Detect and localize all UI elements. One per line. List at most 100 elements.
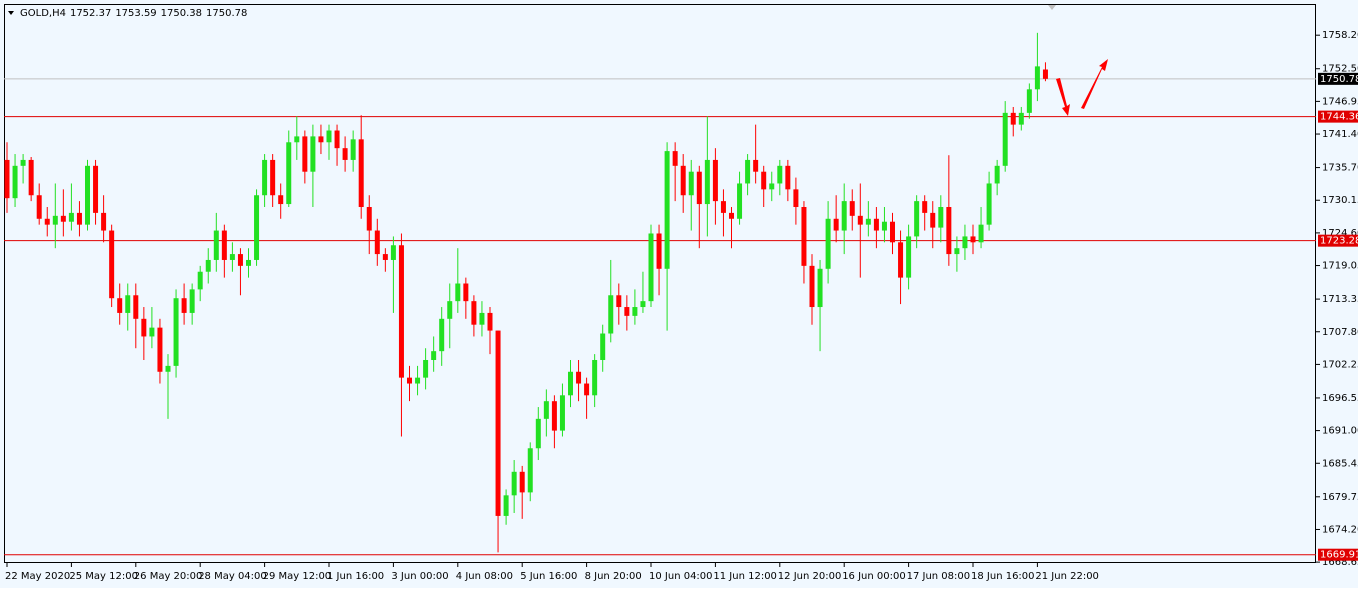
candle-body bbox=[994, 165, 1000, 184]
x-tick-label: 18 Jun 16:00 bbox=[971, 571, 1035, 582]
candle-body bbox=[125, 295, 131, 313]
candle-body bbox=[1026, 89, 1032, 113]
candle-body bbox=[246, 259, 251, 266]
candle-body bbox=[12, 165, 18, 199]
candle-body bbox=[101, 212, 107, 231]
candle-body bbox=[278, 195, 284, 205]
candle-body bbox=[213, 230, 219, 260]
candle-body bbox=[350, 139, 356, 160]
candle-body bbox=[326, 130, 332, 143]
candle-body bbox=[68, 212, 74, 222]
candle-body bbox=[181, 298, 187, 313]
candle-body bbox=[930, 212, 936, 228]
price-label-box bbox=[1318, 110, 1358, 123]
candle-body bbox=[729, 212, 734, 219]
candle-body bbox=[576, 371, 582, 384]
x-tick-label: 1 Jun 16:00 bbox=[327, 571, 384, 582]
y-tick-label: 1685.45 bbox=[1322, 458, 1358, 469]
candle-body bbox=[342, 148, 348, 160]
ohlc-value: 1750.38 bbox=[161, 8, 202, 19]
candle-body bbox=[906, 236, 912, 278]
candle-body bbox=[712, 159, 718, 202]
candle-body bbox=[962, 236, 968, 249]
candle-body bbox=[624, 307, 630, 316]
y-tick-label: 1735.70 bbox=[1322, 163, 1358, 174]
x-tick-label: 10 Jun 04:00 bbox=[649, 571, 713, 582]
candle-body bbox=[914, 201, 920, 237]
candle-body bbox=[898, 242, 904, 278]
price-label: 1744.36 bbox=[1320, 112, 1358, 123]
candle-body bbox=[1010, 112, 1016, 125]
candle-body bbox=[310, 136, 316, 172]
candle-body bbox=[527, 448, 533, 493]
ohlc-value: 1753.59 bbox=[115, 8, 156, 19]
candle-body bbox=[600, 333, 606, 360]
x-tick-label: 4 Jun 08:00 bbox=[456, 571, 513, 582]
candle-body bbox=[568, 371, 573, 396]
plot-frame bbox=[4, 4, 1316, 563]
symbol: GOLD,H4 bbox=[20, 8, 66, 19]
y-tick-label: 1741.40 bbox=[1322, 129, 1358, 140]
x-tick-label: 29 May 12:00 bbox=[263, 571, 332, 582]
y-tick-label: 1707.80 bbox=[1322, 327, 1358, 338]
candle-body bbox=[672, 151, 678, 166]
candle-body bbox=[205, 259, 211, 272]
candle-body bbox=[109, 230, 115, 299]
candle-body bbox=[52, 215, 58, 225]
x-tick-label: 16 Jun 00:00 bbox=[842, 571, 906, 582]
candle-body bbox=[254, 195, 260, 260]
candle-body bbox=[157, 327, 163, 372]
ohlc-value: 1750.78 bbox=[206, 8, 247, 19]
candle-body bbox=[36, 195, 42, 219]
candle-body bbox=[696, 171, 702, 205]
symbol-info: GOLD,H4 1752.37 1753.59 1750.38 1750.78 bbox=[20, 8, 247, 19]
candle-body bbox=[270, 159, 276, 196]
candle-body bbox=[76, 212, 82, 225]
annotation-arrow-down bbox=[1056, 78, 1070, 116]
candle-body bbox=[688, 171, 694, 196]
candle-body bbox=[471, 301, 477, 325]
candle-body bbox=[447, 301, 453, 319]
candle-body bbox=[398, 245, 404, 378]
candle-body bbox=[841, 201, 847, 231]
y-tick-label: 1679.75 bbox=[1322, 492, 1358, 503]
candle-body bbox=[592, 359, 598, 396]
candle-body bbox=[543, 401, 549, 419]
y-tick-label: 1719.05 bbox=[1322, 261, 1358, 272]
candle-body bbox=[431, 351, 437, 360]
candle-body bbox=[149, 327, 155, 337]
candle-body bbox=[881, 221, 887, 231]
y-tick-label: 1752.50 bbox=[1322, 64, 1358, 75]
candle-body bbox=[535, 418, 541, 449]
y-tick-label: 1702.25 bbox=[1322, 359, 1358, 370]
candle-body bbox=[117, 298, 123, 313]
y-tick-label: 1713.35 bbox=[1322, 294, 1358, 305]
candle-body bbox=[873, 218, 879, 231]
candle-body bbox=[302, 136, 308, 172]
x-tick-label: 25 May 12:00 bbox=[69, 571, 138, 582]
candle-body bbox=[44, 218, 50, 225]
candle-body bbox=[849, 201, 855, 216]
candle-body bbox=[423, 359, 429, 378]
candle-body bbox=[28, 159, 34, 196]
candle-body bbox=[189, 289, 195, 313]
price-label: 1750.78 bbox=[1320, 74, 1358, 85]
symbol-menu bbox=[8, 11, 14, 15]
candle-body bbox=[737, 183, 743, 219]
candle-body bbox=[809, 265, 815, 308]
candle-body bbox=[237, 254, 243, 266]
candle-body bbox=[922, 201, 928, 213]
candle-body bbox=[938, 207, 944, 228]
candle-body bbox=[415, 377, 421, 384]
candle-body bbox=[857, 215, 863, 225]
annotation-arrow-up bbox=[1081, 59, 1108, 109]
candle-body bbox=[495, 330, 501, 516]
x-tick-label: 21 Jun 22:00 bbox=[1035, 571, 1099, 582]
x-tick-label: 28 May 04:00 bbox=[198, 571, 267, 582]
price-label-box bbox=[1318, 548, 1358, 561]
x-tick-label: 8 Jun 20:00 bbox=[585, 571, 642, 582]
candle-body bbox=[986, 183, 992, 225]
candle-body bbox=[366, 207, 372, 231]
price-label-box bbox=[1318, 234, 1358, 247]
